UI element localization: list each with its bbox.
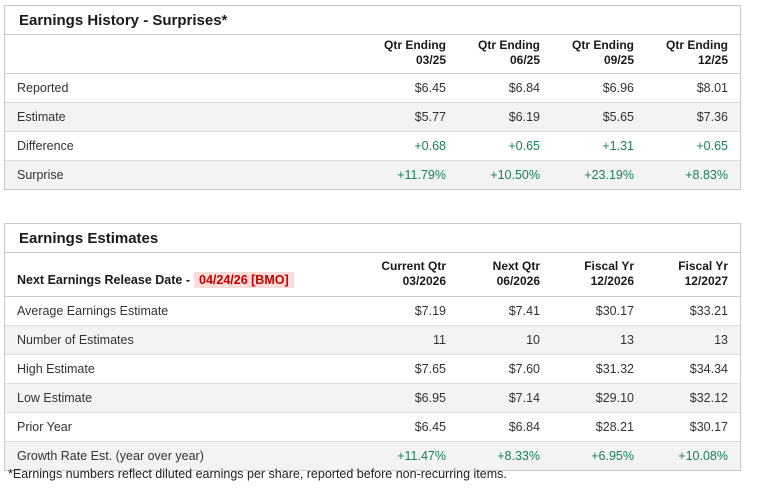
cell-value-positive: +0.65 — [508, 139, 540, 153]
row-label-number-of-estimates: Number of Estimates — [17, 333, 134, 347]
cell-value: $34.34 — [689, 362, 728, 376]
earnings-estimates-title: Earnings Estimates — [5, 224, 740, 253]
column-header-fiscal-yr-2027: Fiscal Yr 12/2027 — [646, 253, 740, 297]
earnings-estimates-header-row: Next Earnings Release Date - 04/24/26 [BM… — [5, 253, 740, 297]
cell-value: 13 — [620, 333, 634, 347]
row-label-prior-year: Prior Year — [17, 420, 72, 434]
cell-value: $33.21 — [689, 304, 728, 318]
table-row: Estimate $5.77 $6.19 $5.65 $7.36 — [5, 102, 740, 132]
cell-value: $6.45 — [414, 81, 446, 95]
cell-value-positive: +10.50% — [490, 168, 540, 182]
cell-value: $7.60 — [508, 362, 540, 376]
column-header-fiscal-yr-2026: Fiscal Yr 12/2026 — [552, 253, 646, 297]
earnings-estimates-table: Next Earnings Release Date - 04/24/26 [BM… — [5, 253, 740, 470]
cell-value-positive: +0.65 — [696, 139, 728, 153]
cell-value-positive: +1.31 — [602, 139, 634, 153]
cell-value: $7.41 — [508, 304, 540, 318]
row-label-low-estimate: Low Estimate — [17, 391, 93, 405]
cell-value-positive: +11.47% — [397, 449, 446, 463]
cell-value: $7.19 — [414, 304, 446, 318]
row-label-estimate: Estimate — [17, 110, 66, 124]
cell-value: $6.19 — [508, 110, 540, 124]
cell-value-positive: +8.33% — [497, 449, 540, 463]
table-row: Difference +0.68 +0.65 +1.31 +0.65 — [5, 131, 740, 161]
table-row: High Estimate $7.65 $7.60 $31.32 $34.34 — [5, 354, 740, 384]
row-label-difference: Difference — [17, 139, 74, 153]
cell-value: 10 — [526, 333, 540, 347]
cell-value-positive: +23.19% — [584, 168, 634, 182]
next-earnings-release: Next Earnings Release Date - 04/24/26 [BM… — [5, 253, 364, 297]
cell-value: $28.21 — [595, 420, 634, 434]
column-header-qtr-0325: Qtr Ending 03/25 — [364, 35, 458, 74]
column-header-next-qtr: Next Qtr 06/2026 — [458, 253, 552, 297]
cell-value: $31.32 — [595, 362, 634, 376]
cell-value: $32.12 — [689, 391, 728, 405]
cell-value: $6.84 — [508, 81, 540, 95]
row-label-high-estimate: High Estimate — [17, 362, 95, 376]
column-header-qtr-1225: Qtr Ending 12/25 — [646, 35, 740, 74]
cell-value: $5.77 — [414, 110, 446, 124]
table-row: Surprise +11.79% +10.50% +23.19% +8.83% — [5, 160, 740, 189]
cell-value-positive: +10.08% — [678, 449, 728, 463]
cell-value: $5.65 — [602, 110, 634, 124]
cell-value: $6.45 — [414, 420, 446, 434]
next-earnings-release-date: 04/24/26 [BMO] — [194, 272, 294, 289]
cell-value: $30.17 — [689, 420, 728, 434]
cell-value: $8.01 — [696, 81, 728, 95]
cell-value: $6.95 — [414, 391, 446, 405]
cell-value: 11 — [433, 333, 446, 347]
cell-value: $7.36 — [696, 110, 728, 124]
row-label-reported: Reported — [17, 81, 69, 95]
cell-value-positive: +6.95% — [591, 449, 634, 463]
cell-value-positive: +0.68 — [414, 139, 446, 153]
cell-value: $7.14 — [508, 391, 540, 405]
next-earnings-release-label: Next Earnings Release Date - — [17, 273, 190, 288]
earnings-footnote: *Earnings numbers reflect diluted earnin… — [8, 467, 507, 481]
header-spacer — [5, 35, 364, 74]
cell-value-positive: +8.83% — [685, 168, 728, 182]
row-label-average-earnings-estimate: Average Earnings Estimate — [17, 304, 169, 318]
earnings-history-header-row: Qtr Ending 03/25 Qtr Ending 06/25 Qtr Endi… — [5, 35, 740, 74]
cell-value: $7.65 — [414, 362, 446, 376]
column-header-current-qtr: Current Qtr 03/2026 — [364, 253, 458, 297]
earnings-history-panel: Earnings History - Surprises* Qtr Ending… — [4, 5, 741, 190]
cell-value: 13 — [714, 333, 728, 347]
row-label-growth-rate-est: Growth Rate Est. (year over year) — [17, 449, 204, 463]
column-header-qtr-0925: Qtr Ending 09/25 — [552, 35, 646, 74]
cell-value: $29.10 — [595, 391, 634, 405]
cell-value: $6.96 — [602, 81, 634, 95]
earnings-estimates-panel: Earnings Estimates Next Earnings Release… — [4, 223, 741, 471]
table-row: Low Estimate $6.95 $7.14 $29.10 $32.12 — [5, 383, 740, 413]
table-row: Reported $6.45 $6.84 $6.96 $8.01 — [5, 74, 740, 103]
table-row: Growth Rate Est. (year over year) +11.47… — [5, 441, 740, 470]
cell-value-positive: +11.79% — [397, 168, 446, 182]
earnings-history-title: Earnings History - Surprises* — [5, 6, 740, 35]
row-label-surprise: Surprise — [17, 168, 64, 182]
cell-value: $30.17 — [595, 304, 634, 318]
table-row: Number of Estimates 11 10 13 13 — [5, 325, 740, 355]
table-row: Prior Year $6.45 $6.84 $28.21 $30.17 — [5, 412, 740, 442]
earnings-history-table: Qtr Ending 03/25 Qtr Ending 06/25 Qtr Endi… — [5, 35, 740, 189]
cell-value: $6.84 — [508, 420, 540, 434]
column-header-qtr-0625: Qtr Ending 06/25 — [458, 35, 552, 74]
table-row: Average Earnings Estimate $7.19 $7.41 $3… — [5, 297, 740, 326]
